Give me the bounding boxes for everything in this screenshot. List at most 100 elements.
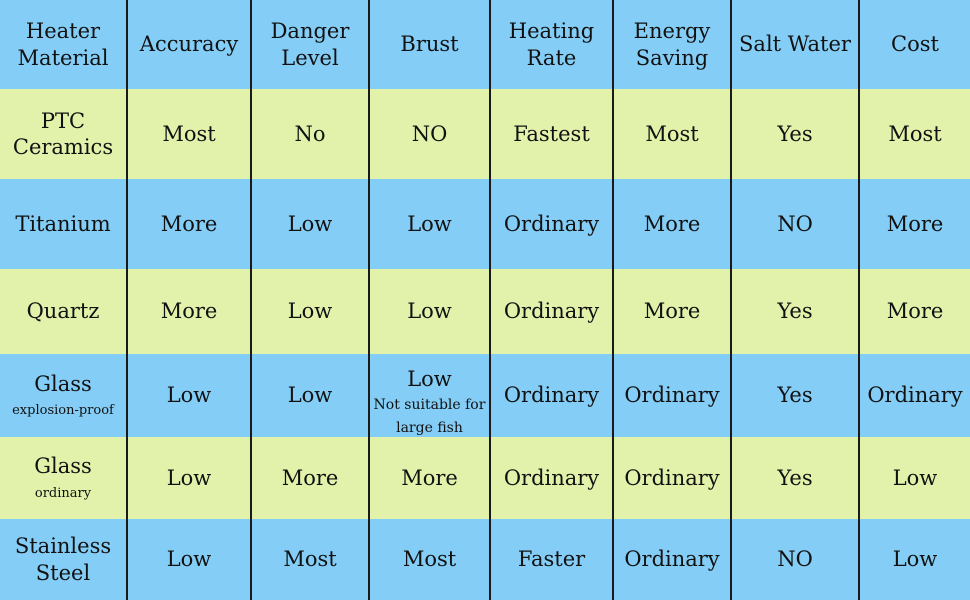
table-cell: More (370, 437, 491, 519)
cell-value: Most (888, 121, 942, 146)
cell-value: More (886, 211, 944, 236)
cell-value: Low (407, 367, 452, 391)
table-cell: Yes (732, 437, 860, 519)
table-cell: More (128, 179, 252, 269)
header-cell: Heating Rate (491, 0, 614, 89)
cell-value: Faster (517, 547, 586, 572)
table-cell: Yes (732, 354, 860, 437)
cell-value: Low (166, 465, 212, 490)
header-cell: Heater Material (0, 0, 128, 89)
material-label: PTC Ceramics (12, 108, 114, 159)
cell-value: Low (287, 299, 333, 324)
table-cell: Low (370, 179, 491, 269)
cell-value: More (401, 465, 458, 490)
table-cell: Low (370, 269, 491, 354)
cell-value: More (886, 299, 944, 324)
cell-value: More (643, 211, 701, 236)
cell-value: NO (411, 121, 448, 146)
material-label: Glass (34, 371, 92, 396)
table-cell: Most (860, 89, 970, 179)
header-cell: Brust (370, 0, 491, 89)
header-cell: Danger Level (252, 0, 370, 89)
table-cell: Faster (491, 519, 614, 600)
cell-value: Low (166, 547, 212, 572)
cell-value: Most (162, 121, 216, 146)
table-cell: Most (128, 89, 252, 179)
material-label: Quartz (26, 299, 100, 324)
table-cell: Ordinary (491, 269, 614, 354)
cell-value: Low (892, 465, 938, 490)
cell-value: Low (287, 211, 333, 236)
material-cell: Glass ordinary (0, 437, 128, 519)
cell-value: Ordinary (503, 299, 600, 324)
table-cell: More (860, 269, 970, 354)
material-cell: Stainless Steel (0, 519, 128, 600)
cell-value: More (160, 211, 218, 236)
table-cell: Fastest (491, 89, 614, 179)
table-cell: Low (252, 354, 370, 437)
cell-value: More (643, 299, 701, 324)
table-cell: Ordinary (860, 354, 970, 437)
material-label: Titanium (15, 211, 111, 236)
table-cell: More (860, 179, 970, 269)
table-cell: More (614, 179, 732, 269)
table-cell: Ordinary (491, 437, 614, 519)
table-cell: No (252, 89, 370, 179)
table-cell: Low (128, 437, 252, 519)
header-cell: Salt Water (732, 0, 860, 89)
cell-value: Low (166, 383, 212, 408)
cell-value: Ordinary (503, 211, 600, 236)
cell-value: Most (645, 121, 699, 146)
cell-value: Ordinary (503, 383, 600, 408)
table-cell: Most (252, 519, 370, 600)
cell-value: More (281, 465, 339, 490)
header-cell: Energy Saving (614, 0, 732, 89)
table-cell: Low (252, 179, 370, 269)
cell-value: Ordinary (867, 383, 963, 408)
cell-value: Low (407, 299, 452, 324)
table-cell: NO (732, 179, 860, 269)
header-label: Accuracy (139, 32, 239, 57)
material-cell: Quartz (0, 269, 128, 354)
material-label: Glass (34, 454, 92, 479)
table-cell: NO (370, 89, 491, 179)
material-note: ordinary (34, 485, 92, 501)
table-cell: Most (614, 89, 732, 179)
table-cell: Most (370, 519, 491, 600)
cell-value: Low (287, 383, 333, 408)
header-label: Danger Level (270, 19, 350, 70)
cell-value: Yes (777, 299, 813, 324)
header-cell: Accuracy (128, 0, 252, 89)
table-cell: More (128, 269, 252, 354)
header-label: Energy Saving (633, 19, 711, 70)
table-cell: Low Not suitable for large fish (370, 354, 491, 437)
header-label: Brust (400, 32, 459, 57)
table-cell: Ordinary (614, 519, 732, 600)
cell-value: Yes (777, 121, 813, 146)
cell-value: Ordinary (624, 383, 720, 408)
cell-value: Yes (777, 383, 813, 408)
header-label: Salt Water (739, 32, 851, 57)
cell-value: Most (283, 547, 337, 572)
table-cell: NO (732, 519, 860, 600)
cell-value: NO (777, 547, 813, 572)
table-cell: Ordinary (491, 179, 614, 269)
table-cell: Low (128, 519, 252, 600)
table-cell: Yes (732, 269, 860, 354)
cell-value: Ordinary (624, 465, 720, 490)
cell-value: NO (777, 211, 813, 236)
table-cell: More (614, 269, 732, 354)
material-cell: PTC Ceramics (0, 89, 128, 179)
header-label: Cost (891, 32, 939, 57)
header-label: Heater Material (17, 19, 109, 70)
material-note: explosion-proof (12, 403, 114, 419)
table-cell: Ordinary (491, 354, 614, 437)
header-label: Heating Rate (508, 19, 595, 70)
cell-value: Ordinary (624, 547, 720, 572)
cell-value: Low (407, 211, 452, 236)
table-cell: More (252, 437, 370, 519)
table-cell: Ordinary (614, 354, 732, 437)
table-cell: Low (860, 519, 970, 600)
cell-value: More (160, 299, 218, 324)
